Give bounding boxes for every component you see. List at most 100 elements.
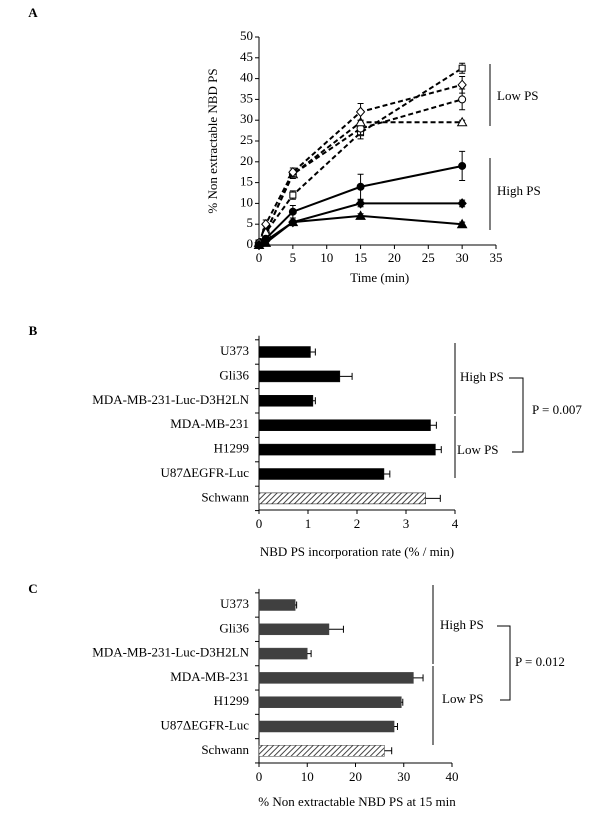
marker: [458, 161, 467, 170]
bar: [258, 599, 296, 611]
bar: [258, 370, 341, 383]
marker: [458, 64, 466, 72]
category-label: U87ΔEGFR-Luc: [160, 465, 249, 480]
annotation: P = 0.012: [515, 654, 565, 669]
error-bar: [435, 446, 442, 454]
marker: [355, 116, 366, 127]
category-label: Gli36: [219, 367, 249, 382]
x-tick-label: 20: [349, 769, 362, 784]
category-label: H1299: [214, 693, 249, 708]
x-tick-label: 30: [397, 769, 410, 784]
y-tick-label: 25: [240, 132, 253, 147]
error-bar: [425, 494, 441, 502]
marker: [457, 198, 467, 209]
x-tick-label: 20: [388, 250, 401, 265]
bar: [258, 696, 402, 708]
category-label: U373: [220, 343, 249, 358]
annotation: Low PS: [457, 442, 499, 457]
x-tick-label: 10: [320, 250, 333, 265]
annotation: High PS: [460, 369, 504, 384]
category-label: MDA-MB-231: [170, 669, 249, 684]
panel-label: B: [29, 323, 38, 338]
error-bar: [401, 698, 404, 706]
marker: [288, 207, 297, 216]
x-tick-label: 4: [452, 516, 459, 531]
marker: [456, 218, 468, 229]
error-bar: [384, 747, 393, 755]
marker: [355, 198, 366, 209]
error-bar: [413, 674, 424, 682]
marker: [288, 166, 298, 178]
x-tick-label: 10: [301, 769, 314, 784]
x-tick-label: 35: [490, 250, 503, 265]
y-tick-label: 50: [240, 28, 253, 43]
category-label: MDA-MB-231-Luc-D3H2LN: [92, 645, 249, 660]
bar: [258, 623, 330, 636]
bar: [258, 720, 395, 733]
y-tick-label: 20: [240, 153, 253, 168]
annotation: Low PS: [442, 691, 484, 706]
category-label: Gli36: [219, 620, 249, 635]
error-bar: [328, 625, 344, 633]
x-tick-label: 30: [456, 250, 469, 265]
error-bar: [310, 348, 316, 356]
annotation: High PS: [440, 617, 484, 632]
x-axis-title: % Non extractable NBD PS at 15 min: [258, 794, 456, 809]
series-line: [258, 214, 463, 246]
y-axis-title: % Non extractable NBD PS: [205, 68, 220, 213]
x-tick-label: 0: [256, 250, 263, 265]
bar: [258, 745, 385, 757]
x-axis-title: NBD PS incorporation rate (% / min): [260, 544, 454, 559]
y-tick-label: 30: [240, 111, 253, 126]
marker: [457, 79, 467, 91]
bar: [258, 468, 385, 480]
category-label: U87ΔEGFR-Luc: [160, 717, 249, 732]
x-tick-label: 2: [354, 516, 361, 531]
x-tick-label: 5: [290, 250, 297, 265]
marker: [355, 210, 366, 220]
error-bar: [383, 470, 391, 478]
category-label: Schwann: [201, 489, 249, 504]
y-tick-label: 45: [240, 49, 253, 64]
x-tick-label: 0: [256, 769, 263, 784]
x-tick-label: 15: [354, 250, 367, 265]
bar: [258, 346, 311, 358]
marker: [260, 237, 272, 247]
y-tick-label: 0: [247, 236, 254, 251]
bar: [258, 647, 308, 660]
y-tick-label: 15: [240, 174, 253, 189]
x-tick-label: 25: [422, 250, 435, 265]
bar: [258, 395, 314, 407]
annotation: High PS: [497, 183, 541, 198]
x-tick-label: 1: [305, 516, 312, 531]
x-tick-label: 40: [446, 769, 459, 784]
error-bar: [394, 723, 398, 730]
error-bar: [312, 397, 316, 405]
bar: [258, 419, 431, 431]
brackets: [432, 64, 524, 745]
error-bar: [339, 372, 353, 380]
marker: [456, 116, 468, 127]
error-bar: [430, 421, 437, 429]
category-label: U373: [220, 596, 249, 611]
marker: [289, 191, 297, 199]
marker: [261, 218, 271, 230]
series-line: [258, 83, 463, 244]
error-bar: [295, 601, 298, 609]
error-bar: [307, 650, 312, 658]
bar: [258, 672, 414, 684]
annotation: Low PS: [497, 88, 539, 103]
category-label: MDA-MB-231: [170, 416, 249, 431]
bar: [258, 443, 436, 456]
marker: [287, 216, 299, 227]
x-tick-label: 0: [256, 516, 263, 531]
annotation: P = 0.007: [532, 402, 582, 417]
marker: [458, 95, 467, 104]
y-tick-label: 5: [247, 215, 254, 230]
y-tick-label: 40: [240, 70, 253, 85]
category-label: Schwann: [201, 742, 249, 757]
category-label: MDA-MB-231-Luc-D3H2LN: [92, 392, 249, 407]
bar: [258, 492, 426, 505]
